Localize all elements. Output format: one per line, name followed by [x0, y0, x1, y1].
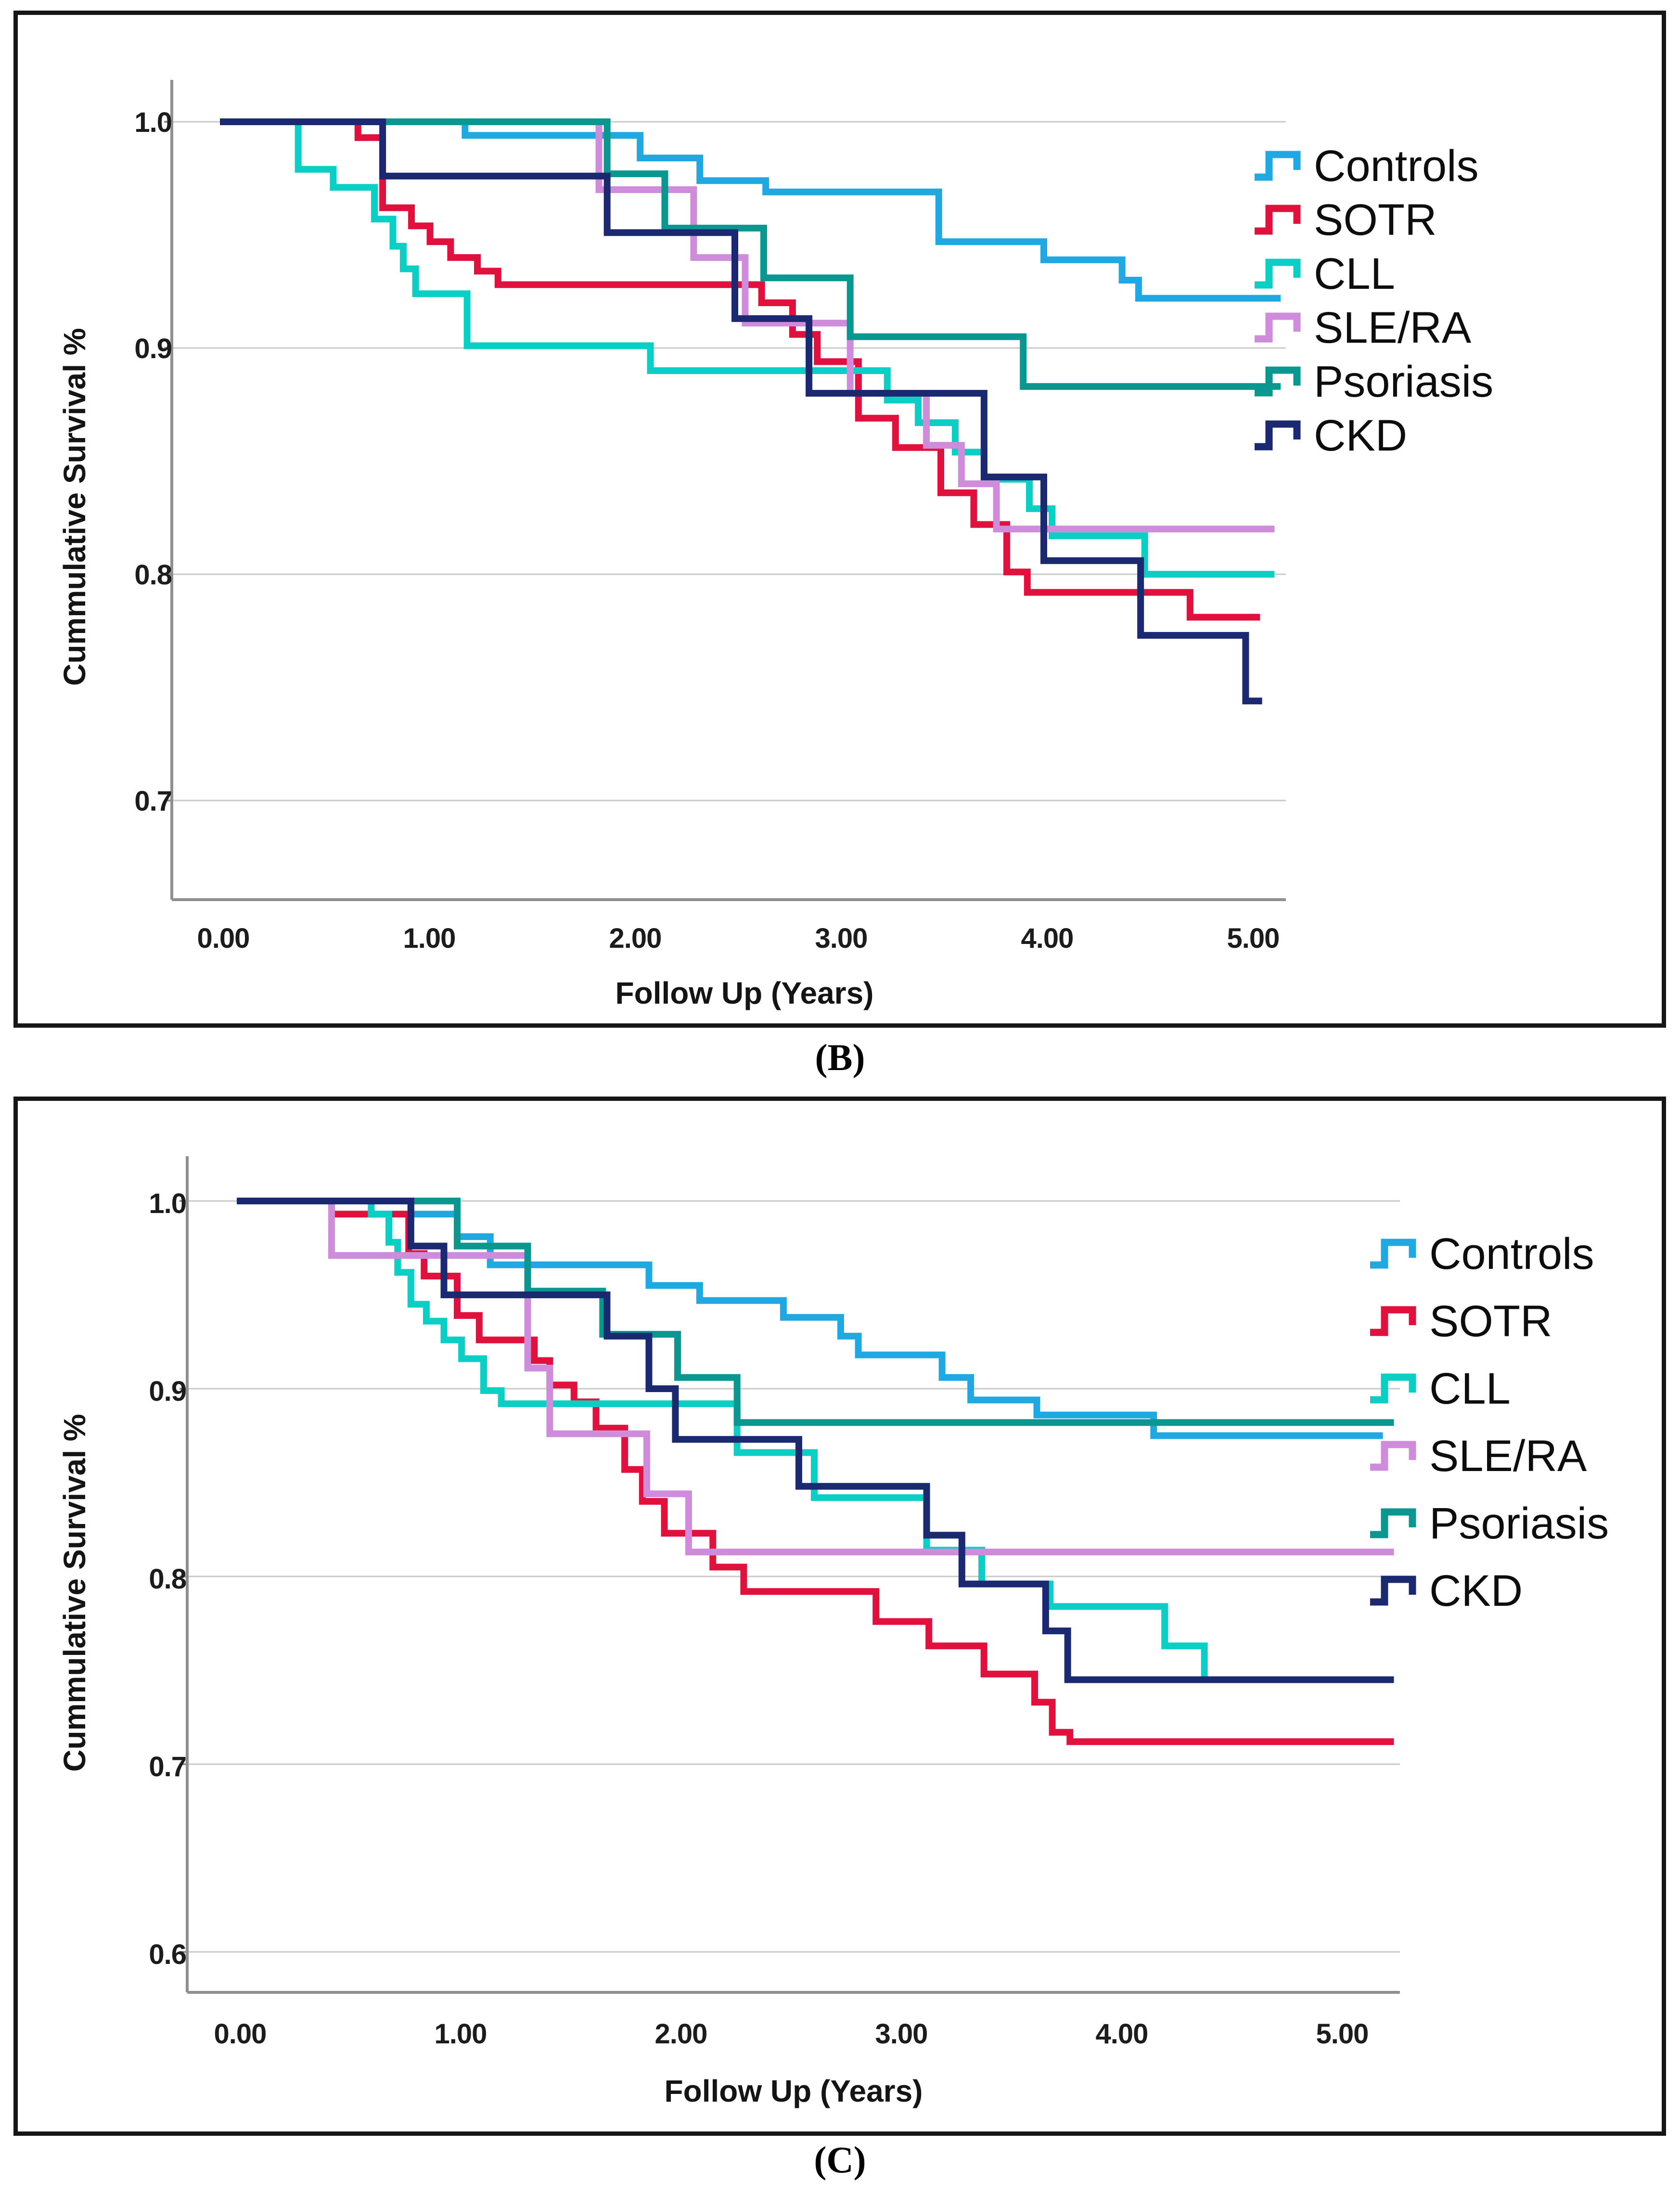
legend-label: SLE/RA	[1429, 1432, 1587, 1481]
panel-c: 1.0 0.9 0.8 0.7 0.6 0.00 1.00 2.00 3.00 …	[13, 1097, 1666, 2136]
cll-step-icon	[1370, 1373, 1416, 1404]
km-curve-ckd	[220, 118, 1262, 705]
legend-label: Psoriasis	[1429, 1499, 1609, 1548]
legend-item-ckd: CKD	[1368, 1557, 1609, 1625]
sle-ra-step-icon	[1255, 312, 1301, 343]
x-tick-label: 2.00	[654, 2018, 708, 2050]
x-tick-label: 5.00	[1316, 2018, 1369, 2050]
x-tick-label: 1.00	[434, 2018, 487, 2050]
legend-label: CKD	[1429, 1566, 1523, 1615]
km-curve-sle-ra	[237, 1198, 1394, 1556]
legend-label: Controls	[1314, 142, 1479, 191]
legend-item-sle-ra: SLE/RA	[1252, 301, 1493, 355]
x-tick-label: 3.00	[875, 2018, 928, 2050]
legend-item-psoriasis: Psoriasis	[1368, 1490, 1609, 1557]
legend-label: CLL	[1314, 249, 1395, 298]
controls-step-icon	[1255, 151, 1301, 181]
km-curve-sle-ra	[220, 118, 1275, 532]
sle-ra-step-icon	[1370, 1441, 1416, 1471]
x-tick-label: 0.00	[197, 923, 250, 954]
y-tick-label: 1.0	[134, 107, 172, 138]
legend-item-psoriasis: Psoriasis	[1252, 355, 1493, 409]
km-curve-psoriasis	[237, 1198, 1394, 1426]
km-curve-sotr	[237, 1198, 1394, 1745]
sotr-step-icon	[1255, 205, 1301, 235]
x-tick-label: 2.00	[609, 923, 662, 954]
y-tick-label: 0.6	[149, 1939, 187, 1970]
x-tick-label: 3.00	[815, 923, 868, 954]
y-tick-label: 0.8	[149, 1563, 187, 1595]
km-curve-psoriasis	[220, 118, 1281, 390]
legend-item-sotr: SOTR	[1368, 1288, 1609, 1355]
cll-step-icon	[1255, 258, 1301, 289]
legend-item-cll: CLL	[1368, 1355, 1609, 1422]
legend-item-sotr: SOTR	[1252, 193, 1493, 247]
controls-step-icon	[1370, 1239, 1416, 1269]
km-curve-controls	[237, 1198, 1383, 1439]
km-curve-cll	[220, 118, 1275, 578]
panel-c-caption: (C)	[814, 2139, 866, 2181]
legend-panel-c: Controls SOTR CLL SLE/RA Psoriasis CKD	[1368, 1220, 1609, 1625]
panel-b: 1.0 0.9 0.8 0.7 0.00 1.00 2.00 3.00 4.00…	[13, 11, 1666, 1028]
ckd-step-icon	[1255, 420, 1301, 451]
y-tick-label: 0.9	[134, 333, 172, 364]
y-tick-label: 0.8	[134, 559, 172, 591]
panel-b-caption: (B)	[815, 1036, 865, 1078]
sotr-step-icon	[1370, 1306, 1416, 1336]
x-tick-label: 4.00	[1021, 923, 1074, 954]
x-tick-label: 0.00	[214, 2018, 267, 2050]
legend-item-ckd: CKD	[1252, 409, 1493, 463]
legend-label: Psoriasis	[1314, 357, 1494, 406]
y-tick-label: 0.7	[134, 786, 172, 817]
x-tick-label: 5.00	[1227, 923, 1280, 954]
legend-label: CKD	[1314, 411, 1408, 460]
y-tick-label: 0.9	[149, 1376, 187, 1407]
y-tick-label: 1.0	[149, 1188, 187, 1219]
legend-item-controls: Controls	[1252, 139, 1493, 193]
km-curve-cll	[237, 1198, 1383, 1683]
y-tick-label: 0.7	[149, 1751, 187, 1782]
legend-panel-b: Controls SOTR CLL SLE/RA Psoriasis CKD	[1252, 139, 1493, 463]
km-plot-panel-b	[164, 80, 1286, 901]
psoriasis-step-icon	[1370, 1508, 1416, 1538]
psoriasis-step-icon	[1255, 366, 1301, 397]
x-axis-title: Follow Up (Years)	[615, 976, 874, 1010]
y-axis-title: Cummulative Survival %	[57, 328, 92, 686]
km-plot-panel-c	[180, 1156, 1400, 1994]
legend-label: SOTR	[1429, 1297, 1552, 1346]
legend-label: Controls	[1429, 1229, 1594, 1278]
km-curve-ckd	[237, 1198, 1394, 1683]
x-tick-label: 4.00	[1095, 2018, 1149, 2050]
legend-item-controls: Controls	[1368, 1220, 1609, 1288]
legend-label: SLE/RA	[1314, 303, 1472, 352]
legend-item-cll: CLL	[1252, 247, 1493, 301]
ckd-step-icon	[1370, 1575, 1416, 1606]
legend-label: SOTR	[1314, 195, 1437, 245]
km-curve-controls	[220, 118, 1281, 302]
x-axis-title: Follow Up (Years)	[664, 2074, 923, 2108]
x-tick-label: 1.00	[403, 923, 456, 954]
legend-label: CLL	[1429, 1364, 1511, 1413]
y-axis-title: Cummulative Survival %	[57, 1414, 92, 1772]
legend-item-sle-ra: SLE/RA	[1368, 1422, 1609, 1490]
